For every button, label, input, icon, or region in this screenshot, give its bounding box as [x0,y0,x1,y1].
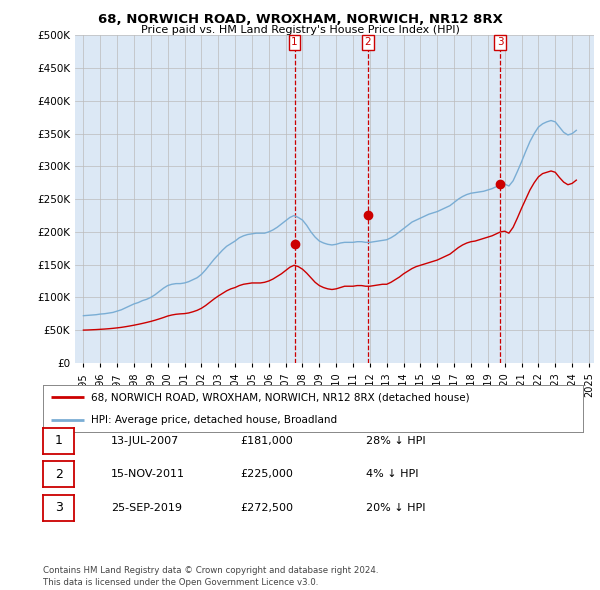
Text: Contains HM Land Registry data © Crown copyright and database right 2024.
This d: Contains HM Land Registry data © Crown c… [43,566,379,587]
Text: 4% ↓ HPI: 4% ↓ HPI [366,470,419,479]
Text: 68, NORWICH ROAD, WROXHAM, NORWICH, NR12 8RX (detached house): 68, NORWICH ROAD, WROXHAM, NORWICH, NR12… [91,392,469,402]
Text: 68, NORWICH ROAD, WROXHAM, NORWICH, NR12 8RX: 68, NORWICH ROAD, WROXHAM, NORWICH, NR12… [98,13,502,26]
Text: 1: 1 [55,434,63,447]
Text: HPI: Average price, detached house, Broadland: HPI: Average price, detached house, Broa… [91,415,337,425]
Text: 15-NOV-2011: 15-NOV-2011 [111,470,185,479]
Text: Price paid vs. HM Land Registry's House Price Index (HPI): Price paid vs. HM Land Registry's House … [140,25,460,35]
Text: £272,500: £272,500 [240,503,293,513]
Text: 3: 3 [497,37,503,47]
Text: £225,000: £225,000 [240,470,293,479]
Text: 13-JUL-2007: 13-JUL-2007 [111,436,179,445]
Text: 2: 2 [55,468,63,481]
Text: 3: 3 [55,502,63,514]
Text: 1: 1 [291,37,298,47]
Text: £181,000: £181,000 [240,436,293,445]
Text: 25-SEP-2019: 25-SEP-2019 [111,503,182,513]
Text: 28% ↓ HPI: 28% ↓ HPI [366,436,425,445]
Text: 2: 2 [364,37,371,47]
Text: 20% ↓ HPI: 20% ↓ HPI [366,503,425,513]
